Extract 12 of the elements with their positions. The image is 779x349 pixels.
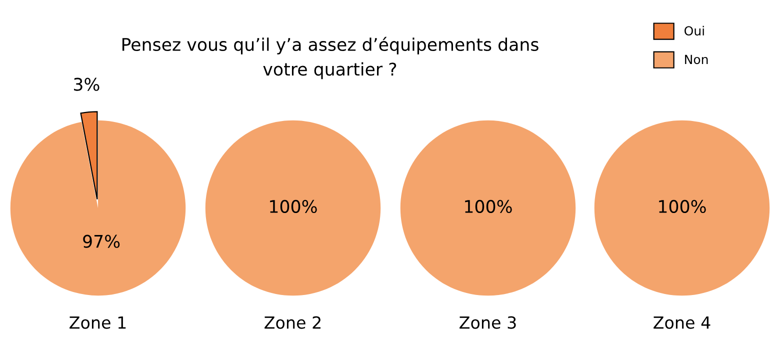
data-label: 97% [83, 234, 120, 248]
data-label: 100% [465, 200, 512, 214]
text: Pensez vous qu’il y’a assez d’équipements dans votre quartier ? [122, 36, 538, 80]
data-label: 100% [659, 200, 706, 214]
legend-label: Oui [684, 26, 704, 36]
data-label: 3% [74, 78, 100, 91]
slice-label: Zone 4 [654, 316, 710, 329]
data-label: 100% [270, 200, 317, 214]
slice-label: Zone 2 [264, 316, 320, 329]
slice-label: Zone 1 [70, 316, 126, 329]
legend-label: Non [685, 54, 708, 64]
slice-label: Zone 3 [460, 316, 516, 329]
